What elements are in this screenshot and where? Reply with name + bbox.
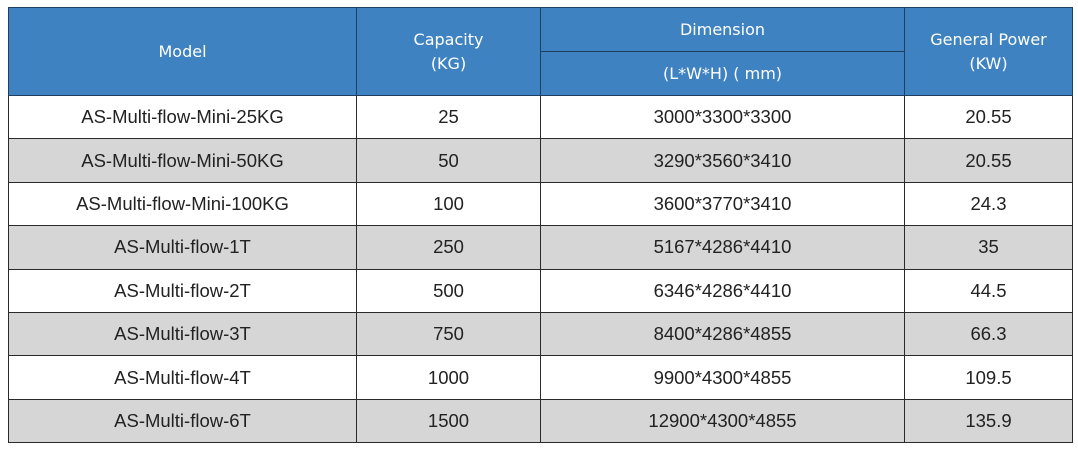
cell-capacity: 1000 bbox=[356, 355, 541, 400]
header-model: Model bbox=[8, 7, 357, 96]
table-row: AS-Multi-flow-3T 750 8400*4286*4855 66.3 bbox=[8, 311, 1073, 357]
cell-power: 35 bbox=[904, 225, 1073, 270]
cell-capacity: 1500 bbox=[356, 398, 541, 444]
table-row: AS-Multi-flow-2T 500 6346*4286*4410 44.5 bbox=[8, 268, 1073, 313]
cell-power: 109.5 bbox=[904, 355, 1073, 400]
cell-power: 44.5 bbox=[904, 268, 1073, 313]
table-row: AS-Multi-flow-4T 1000 9900*4300*4855 109… bbox=[8, 355, 1073, 400]
cell-model: AS-Multi-flow-6T bbox=[8, 398, 357, 444]
header-power-label: General Power bbox=[930, 29, 1047, 49]
cell-model: AS-Multi-flow-1T bbox=[8, 225, 357, 270]
cell-power: 20.55 bbox=[904, 138, 1073, 183]
header-power: General Power (KW) bbox=[904, 7, 1073, 96]
cell-dimension: 3000*3300*3300 bbox=[540, 94, 905, 140]
cell-model: AS-Multi-flow-Mini-100KG bbox=[8, 181, 357, 227]
table-row: AS-Multi-flow-Mini-50KG 50 3290*3560*341… bbox=[8, 138, 1073, 183]
cell-capacity: 250 bbox=[356, 225, 541, 270]
header-capacity-label: Capacity bbox=[413, 29, 484, 49]
table-header: Model Capacity (KG) Dimension General Po… bbox=[8, 7, 1073, 96]
cell-capacity: 25 bbox=[356, 94, 541, 140]
cell-dimension: 3600*3770*3410 bbox=[540, 181, 905, 227]
cell-capacity: 750 bbox=[356, 311, 541, 357]
spec-table: Model Capacity (KG) Dimension General Po… bbox=[8, 7, 1073, 444]
cell-capacity: 100 bbox=[356, 181, 541, 227]
table-row: AS-Multi-flow-1T 250 5167*4286*4410 35 bbox=[8, 225, 1073, 270]
header-power-unit: (KW) bbox=[969, 53, 1008, 73]
cell-dimension: 3290*3560*3410 bbox=[540, 138, 905, 183]
cell-power: 135.9 bbox=[904, 398, 1073, 444]
table-row: AS-Multi-flow-6T 1500 12900*4300*4855 13… bbox=[8, 398, 1073, 444]
cell-dimension: 12900*4300*4855 bbox=[540, 398, 905, 444]
header-dimension: Dimension bbox=[540, 7, 905, 52]
cell-dimension: 8400*4286*4855 bbox=[540, 311, 905, 357]
cell-dimension: 6346*4286*4410 bbox=[540, 268, 905, 313]
cell-dimension: 9900*4300*4855 bbox=[540, 355, 905, 400]
cell-power: 24.3 bbox=[904, 181, 1073, 227]
header-capacity: Capacity (KG) bbox=[356, 7, 541, 96]
table-row: AS-Multi-flow-Mini-25KG 25 3000*3300*330… bbox=[8, 94, 1073, 140]
cell-capacity: 500 bbox=[356, 268, 541, 313]
cell-power: 20.55 bbox=[904, 94, 1073, 140]
header-dimension-unit: (L*W*H) ( mm) bbox=[540, 51, 905, 96]
cell-model: AS-Multi-flow-3T bbox=[8, 311, 357, 357]
table-body: AS-Multi-flow-Mini-25KG 25 3000*3300*330… bbox=[8, 94, 1073, 444]
cell-model: AS-Multi-flow-Mini-50KG bbox=[8, 138, 357, 183]
cell-model: AS-Multi-flow-4T bbox=[8, 355, 357, 400]
cell-dimension: 5167*4286*4410 bbox=[540, 225, 905, 270]
cell-capacity: 50 bbox=[356, 138, 541, 183]
cell-model: AS-Multi-flow-2T bbox=[8, 268, 357, 313]
header-capacity-unit: (KG) bbox=[430, 53, 467, 73]
cell-model: AS-Multi-flow-Mini-25KG bbox=[8, 94, 357, 140]
cell-power: 66.3 bbox=[904, 311, 1073, 357]
table-row: AS-Multi-flow-Mini-100KG 100 3600*3770*3… bbox=[8, 181, 1073, 227]
